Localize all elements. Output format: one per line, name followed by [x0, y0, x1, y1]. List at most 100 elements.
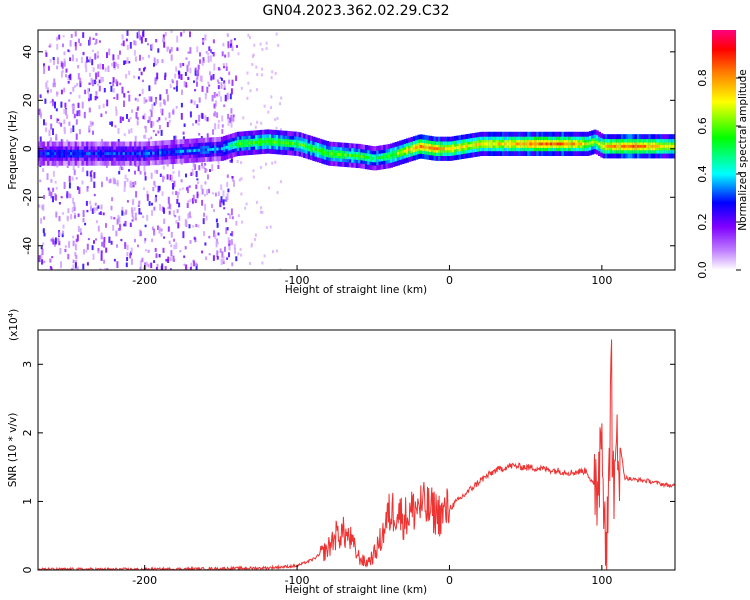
- spectrogram-noise-cell: [217, 164, 220, 169]
- spectrogram-ridge-cell: [545, 142, 549, 146]
- spectrogram-noise-cell: [175, 220, 178, 224]
- spectrogram-ridge-cell: [538, 142, 542, 146]
- spectrogram-noise-cell: [55, 211, 58, 218]
- spectrogram-noise-cell: [126, 114, 128, 119]
- spectrogram-noise-cell: [233, 179, 235, 187]
- spectrogram-ridge-cell: [636, 144, 640, 148]
- spectrogram-noise-cell: [52, 171, 55, 177]
- spectrogram-noise-cell: [204, 115, 207, 121]
- spectrogram-ridge-cell: [479, 142, 483, 146]
- spectrogram-ridge-cell: [440, 147, 444, 151]
- spectrogram-noise-cell: [160, 129, 163, 136]
- spectrogram-noise-cell: [68, 175, 71, 182]
- spectrogram-noise-cell: [126, 30, 129, 36]
- spectrogram-noise-cell: [139, 230, 142, 236]
- spectrogram-ridge-cell: [380, 155, 384, 159]
- spectrogram-noise-cell: [64, 248, 67, 253]
- spectrogram-ridge-cell: [246, 141, 249, 145]
- spectrogram-noise-cell: [137, 106, 140, 110]
- spectrogram-noise-cell: [89, 93, 92, 101]
- spectrogram-noise-cell: [171, 191, 174, 195]
- spectrogram-noise-cell: [139, 266, 142, 270]
- spectrogram-noise-cell: [77, 225, 80, 232]
- spectrogram-ridge-cell: [655, 144, 659, 148]
- spectrogram-noise-cell: [227, 188, 230, 193]
- spectrogram-ridge-cell: [99, 152, 103, 156]
- spectrogram-noise-cell: [123, 60, 126, 65]
- spectrogram-noise-cell: [172, 163, 174, 170]
- spectrogram-ridge-cell: [383, 155, 387, 159]
- spectrogram-noise-cell: [178, 215, 181, 221]
- spectrogram-noise-cell: [40, 254, 43, 260]
- spectrogram-noise-cell: [166, 174, 169, 180]
- spectrogram-noise-cell: [125, 73, 128, 79]
- spectrogram-noise-cell: [94, 202, 97, 206]
- spectrogram-noise-cell: [204, 163, 207, 166]
- spectrogram-noise-cell: [66, 114, 69, 119]
- spectrogram-noise-cell: [260, 206, 263, 210]
- spectrogram-noise-cell: [222, 256, 225, 262]
- spectrogram-noise-cell: [205, 169, 208, 172]
- spectrogram-noise-cell: [169, 174, 172, 181]
- spectrogram-noise-cell: [176, 35, 179, 43]
- spectrogram-noise-cell: [216, 256, 219, 260]
- spectrogram-noise-cell: [112, 88, 115, 93]
- spectrogram-ridge-cell: [335, 152, 339, 156]
- spectrogram-ridge-cell: [431, 146, 435, 150]
- spectrogram-noise-cell: [165, 258, 168, 262]
- spectrogram-noise-cell: [230, 39, 233, 47]
- spectrogram-noise-cell: [122, 40, 125, 47]
- spectrogram-noise-cell: [135, 191, 138, 198]
- spectrogram-noise-cell: [189, 47, 192, 54]
- spectrogram-noise-cell: [212, 192, 214, 195]
- spectrogram-ridge-cell: [355, 154, 359, 158]
- spectrogram-noise-cell: [112, 224, 115, 231]
- spectrogram-noise-cell: [164, 32, 167, 36]
- colorbar-gradient: [712, 30, 736, 270]
- spectrogram-ridge-cell: [95, 152, 99, 156]
- spectrogram-noise-cell: [93, 172, 96, 179]
- spectrogram-ridge-cell: [522, 142, 526, 146]
- spectrogram-ridge-cell: [328, 152, 332, 156]
- spectrogram-noise-cell: [250, 244, 253, 248]
- spectrogram-noise-cell: [168, 112, 171, 119]
- spectrogram-ridge-cell: [278, 141, 281, 144]
- spectrogram-noise-cell: [43, 232, 46, 237]
- spectrogram-noise-cell: [144, 66, 147, 70]
- spectrogram-noise-cell: [222, 261, 225, 265]
- spectrogram-noise-cell: [218, 91, 221, 97]
- spectrogram-ridge-cell: [291, 142, 295, 145]
- spectrogram-noise-cell: [137, 164, 140, 172]
- spectrogram-noise-cell: [172, 210, 175, 216]
- x-tick-label: 0: [446, 574, 453, 587]
- spectrogram-noise-cell: [134, 135, 137, 143]
- spectrogram-ridge-cell: [150, 151, 153, 155]
- spectrogram-ridge-cell: [339, 153, 343, 157]
- spectrogram-noise-cell: [249, 262, 252, 265]
- spectrogram-ridge-cell: [202, 148, 206, 152]
- spectrogram-noise-cell: [71, 176, 74, 181]
- spectrogram-ridge-cell: [170, 150, 174, 154]
- spectrogram-ridge-cell: [188, 149, 192, 153]
- spectrogram-noise-cell: [196, 191, 199, 199]
- spectrogram-noise-cell: [196, 81, 198, 87]
- spectrogram-noise-cell: [63, 181, 66, 189]
- y-tick-label: 3: [21, 361, 34, 368]
- spectrogram-noise-cell: [217, 123, 220, 129]
- spectrogram-noise-cell: [215, 240, 218, 248]
- spectrogram-noise-cell: [163, 218, 166, 224]
- colorbar-tick-label: 0.8: [696, 69, 709, 87]
- spectrogram-noise-cell: [249, 122, 252, 126]
- spectrogram-ridge-cell: [444, 147, 448, 151]
- spectrogram-noise-cell: [188, 224, 191, 229]
- spectrogram-noise-cell: [195, 119, 198, 124]
- spectrogram-noise-cell: [72, 163, 75, 170]
- spectrogram-noise-cell: [119, 223, 121, 231]
- spectrogram-ridge-cell: [673, 144, 675, 148]
- spectrogram-noise-cell: [74, 212, 76, 218]
- spectrogram-noise-cell: [96, 96, 99, 99]
- spectrogram-noise-cell: [140, 36, 143, 44]
- spectrogram-ridge-cell: [424, 145, 428, 149]
- spectrogram-noise-cell: [117, 228, 120, 231]
- spectrogram-noise-cell: [106, 268, 109, 270]
